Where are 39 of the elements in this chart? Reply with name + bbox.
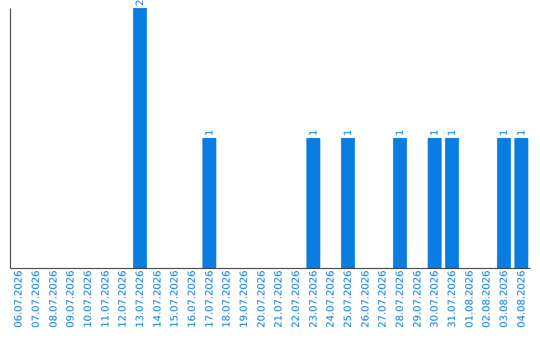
data-label: 1 [395, 130, 406, 136]
x-tick-label: 15.07.2026 [170, 270, 181, 328]
x-tick-label: 20.07.2026 [256, 270, 268, 328]
x-tick-label: 22.07.2026 [291, 270, 302, 328]
x-tick-label: 11.07.2026 [100, 270, 112, 328]
x-tick-label: 24.07.2026 [326, 270, 337, 328]
data-label: 2 [135, 0, 146, 6]
x-tick-label: 23.07.2026 [308, 270, 320, 328]
data-label: 1 [516, 130, 528, 136]
x-tick-label: 14.07.2026 [152, 270, 164, 328]
x-tick-label: 08.07.2026 [48, 270, 60, 328]
x-tick-label: 10.07.2026 [83, 270, 94, 328]
data-label: 1 [447, 130, 458, 136]
x-tick-label: 03.08.2026 [499, 270, 510, 328]
x-tick-label: 28.07.2026 [395, 270, 406, 328]
x-tick-label: 26.07.2026 [360, 270, 372, 328]
x-tick-label: 29.07.2026 [412, 270, 424, 328]
data-label: 1 [499, 130, 510, 136]
x-tick-label: 04.08.2026 [516, 270, 528, 328]
x-tick-label: 06.07.2026 [14, 270, 25, 328]
x-tick-label: 02.08.2026 [482, 270, 493, 328]
x-tick-label: 16.07.2026 [187, 270, 198, 328]
x-tick-label: 21.07.2026 [274, 270, 285, 328]
x-tick-label: 25.07.2026 [343, 270, 354, 328]
x-tick-label: 09.07.2026 [66, 270, 77, 328]
x-tick-label: 31.07.2026 [447, 270, 458, 328]
x-tick-label: 27.07.2026 [378, 270, 389, 328]
x-tick-label: 13.07.2026 [135, 270, 146, 328]
x-tick-label: 07.07.2026 [31, 270, 42, 328]
data-label: 1 [308, 130, 320, 136]
x-tick-label: 18.07.2026 [222, 270, 233, 328]
x-tick-label: 17.07.2026 [204, 270, 216, 328]
data-label: 1 [343, 130, 354, 136]
x-tick-label: 12.07.2026 [118, 270, 129, 328]
x-tick-label: 01.08.2026 [464, 270, 476, 328]
data-label: 1 [430, 130, 441, 136]
x-tick-label: 19.07.2026 [239, 270, 250, 328]
x-tick-label: 30.07.2026 [430, 270, 441, 328]
data-label: 1 [204, 130, 216, 136]
